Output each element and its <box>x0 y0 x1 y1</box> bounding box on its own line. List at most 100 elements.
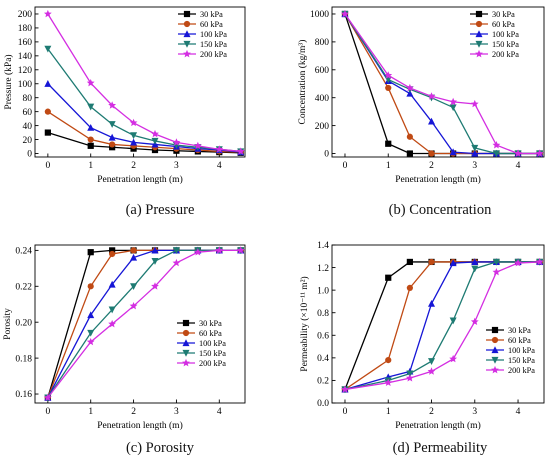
x-tick-label-b: 4 <box>516 161 521 171</box>
legend-label: 150 kPa <box>492 40 519 49</box>
data-point <box>130 132 138 140</box>
x-tick-label-d: 0 <box>343 407 348 417</box>
data-point <box>427 367 436 375</box>
caption-b: (b) Concentration <box>388 202 492 218</box>
data-point <box>43 393 52 401</box>
data-point <box>215 246 224 254</box>
data-point <box>341 9 349 18</box>
data-point <box>535 257 544 266</box>
data-point <box>449 97 458 106</box>
data-point <box>44 80 52 87</box>
y-axis-label-a: Pressure (kPa) <box>3 54 14 109</box>
legend-label: 30 kPa <box>492 10 515 19</box>
caption-a: (a) Pressure <box>125 202 195 218</box>
data-point <box>428 258 435 266</box>
legend-marker <box>182 358 190 367</box>
data-point <box>385 357 392 364</box>
data-point <box>449 259 457 267</box>
legend-label: 150 kPa <box>200 40 227 49</box>
data-point <box>130 247 137 254</box>
legend-marker <box>475 10 483 18</box>
data-point <box>129 118 138 127</box>
x-tick-label-b: 0 <box>343 161 348 171</box>
data-point <box>470 317 479 326</box>
series-c-200-kPa <box>43 246 245 401</box>
legend-marker <box>183 10 191 18</box>
y-tick-label-a: 100 <box>18 80 33 90</box>
data-point <box>236 147 245 155</box>
data-point <box>406 133 413 140</box>
data-point <box>108 280 116 288</box>
legend-marker <box>183 30 191 38</box>
legend-label: 200 kPa <box>492 50 519 59</box>
data-point <box>492 267 501 276</box>
legend-label: 30 kPa <box>200 10 223 19</box>
legend-label: 30 kPa <box>199 319 222 328</box>
y-axis-label-d: Permeability (×10⁻¹¹ m²) <box>299 276 310 371</box>
data-point <box>87 103 95 111</box>
legend-marker <box>183 40 191 48</box>
chart-d: 0 1 2 3 4 0.0 0.2 0.4 0.6 0.8 1.0 1.2 1.4 Penetration… <box>299 241 545 431</box>
x-tick-label-a: 2 <box>131 161 136 171</box>
data-point <box>385 140 392 147</box>
y-tick-label-a: 140 <box>18 52 33 62</box>
x-tick-label-d: 4 <box>516 407 521 417</box>
y-tick-label-a: 200 <box>18 10 33 20</box>
data-point <box>43 9 52 18</box>
series-a-200-kPa <box>43 9 245 155</box>
y-tick-label-d: 1.4 <box>317 241 329 251</box>
chart-c: 0 1 2 3 4 0.16 0.18 0.20 0.22 0.24 Penetration len… <box>3 244 246 431</box>
data-point <box>492 150 500 158</box>
x-axis-label-a: Penetration length (m) <box>97 174 182 185</box>
data-point <box>109 250 116 258</box>
y-tick-label-a: 60 <box>23 108 33 118</box>
data-point <box>236 246 245 254</box>
data-point <box>87 249 94 256</box>
data-point <box>427 92 436 100</box>
data-point <box>406 258 413 266</box>
data-point <box>385 274 392 281</box>
x-tick-label-a: 3 <box>174 161 179 171</box>
x-axis-label-c: Penetration length (m) <box>97 420 182 431</box>
data-point <box>129 301 138 310</box>
data-point <box>449 148 457 156</box>
series-line <box>47 48 241 153</box>
y-tick-label-b: 200 <box>315 122 330 132</box>
x-tick-label-b: 3 <box>472 161 477 171</box>
data-point <box>428 150 435 157</box>
plot-frame-c <box>34 244 246 404</box>
data-point <box>172 247 180 255</box>
caption-c: (c) Porosity <box>125 440 195 456</box>
data-point <box>405 83 414 92</box>
plot-frame-d <box>331 244 545 404</box>
data-point <box>130 253 138 261</box>
data-point <box>172 258 181 267</box>
data-point <box>151 137 159 145</box>
data-point <box>385 84 392 92</box>
data-point <box>130 283 138 290</box>
data-point <box>341 385 349 393</box>
data-point <box>449 317 457 325</box>
y-axis-label-c: Porosity <box>3 308 13 340</box>
data-point <box>108 306 116 314</box>
data-point <box>471 258 479 266</box>
x-tick-label-c: 2 <box>131 407 136 417</box>
data-point <box>492 141 501 149</box>
series-a-100-kPa <box>44 80 245 156</box>
legend-label: 200 kPa <box>200 50 227 59</box>
y-axis-label-b: Concentration (kg/m³) <box>297 40 308 125</box>
legend-marker <box>491 326 499 334</box>
data-point <box>471 149 479 157</box>
y-tick-label-b: 800 <box>315 38 330 48</box>
legend-marker <box>491 365 499 374</box>
legend-marker <box>183 49 191 58</box>
data-point <box>193 248 202 256</box>
legend-marker <box>491 356 499 364</box>
data-point <box>492 258 500 266</box>
y-tick-label-d: 0.2 <box>317 377 329 387</box>
legend-marker <box>475 40 483 48</box>
data-point <box>471 265 479 273</box>
data-point <box>151 129 159 138</box>
